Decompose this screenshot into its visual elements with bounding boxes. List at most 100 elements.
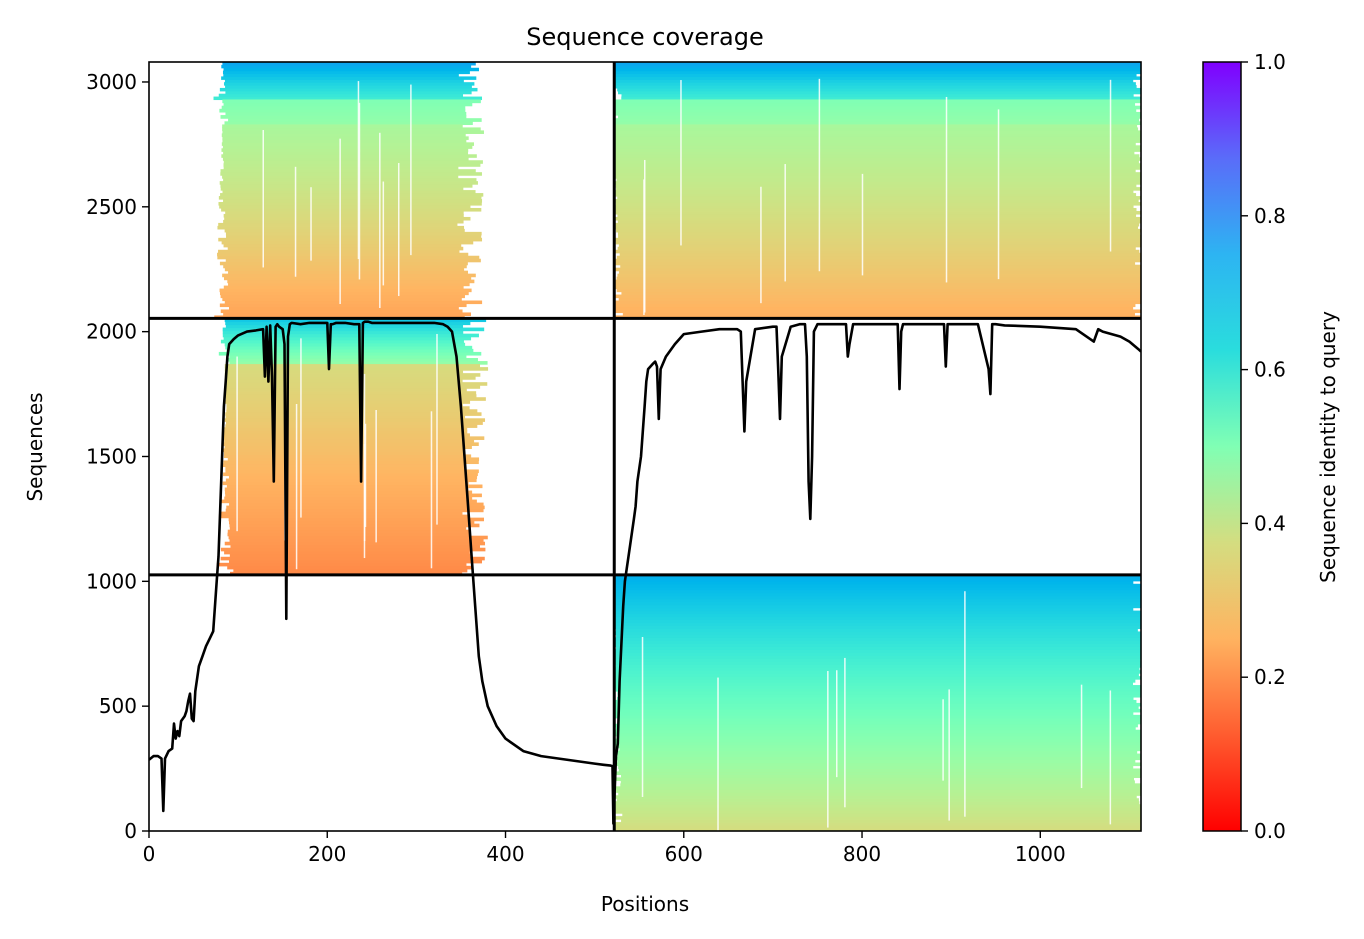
msa-gap-column — [1080, 684, 1083, 789]
msa-strip — [225, 508, 484, 513]
msa-strip — [614, 139, 1141, 143]
msa-strip — [224, 216, 471, 221]
x-tick-label: 400 — [486, 842, 524, 866]
msa-strip — [614, 181, 1141, 185]
msa-strip — [614, 616, 1141, 621]
msa-strip — [617, 231, 1141, 236]
msa-strip — [224, 379, 463, 383]
msa-strip — [615, 240, 1141, 245]
msa-strip — [622, 312, 1135, 317]
msa-strip — [615, 222, 1140, 227]
msa-strip — [615, 190, 1134, 194]
msa-strip — [615, 151, 1135, 155]
msa-strip — [615, 76, 1141, 80]
msa-strip — [614, 118, 1140, 122]
msa-strip — [220, 172, 482, 176]
msa-strip — [218, 202, 482, 206]
msa-strip — [224, 364, 481, 368]
msa-strip — [223, 451, 466, 456]
msa-gap-column — [339, 138, 341, 305]
msa-strip — [615, 628, 1138, 633]
msa-strip — [233, 568, 468, 573]
msa-strip — [614, 148, 1141, 152]
msa-gap-column — [942, 699, 944, 781]
msa-gap-column — [945, 96, 948, 283]
msa-strip — [221, 154, 477, 158]
msa-strip — [224, 318, 487, 323]
msa-block-chain-1-paired — [213, 62, 484, 320]
msa-strip — [614, 294, 1141, 299]
msa-strip — [614, 619, 1141, 624]
colorbar-tick-label: 0.0 — [1254, 819, 1286, 843]
msa-strip — [219, 108, 466, 113]
msa-strip — [228, 475, 478, 480]
msa-strip — [621, 96, 1141, 101]
msa-strip — [218, 196, 482, 200]
msa-strip — [224, 367, 489, 371]
msa-strip — [224, 487, 469, 492]
msa-gap-column — [397, 163, 400, 297]
msa-strip — [614, 598, 1141, 603]
msa-strip — [225, 415, 466, 419]
msa-strip — [222, 139, 467, 143]
msa-strip — [616, 255, 1141, 260]
msa-strip — [614, 216, 1141, 221]
msa-strip — [614, 711, 1134, 716]
msa-strip — [618, 243, 1141, 248]
msa-strip — [230, 544, 480, 549]
msa-strip — [225, 111, 467, 116]
msa-strip — [614, 127, 1139, 131]
msa-gap-column — [818, 78, 821, 272]
msa-strip — [618, 234, 1141, 239]
msa-strip — [223, 460, 479, 465]
msa-strip — [614, 625, 1141, 630]
msa-strip — [221, 133, 466, 137]
msa-strip — [219, 181, 478, 185]
msa-strip — [616, 735, 1141, 740]
x-tick-label: 600 — [665, 842, 703, 866]
msa-strip — [221, 207, 482, 212]
msa-strip — [616, 187, 1141, 191]
msa-strip — [224, 490, 473, 495]
y-tick-label: 1000 — [86, 569, 137, 593]
msa-strip — [614, 771, 1141, 776]
msa-block-chain-2-paired — [614, 62, 1141, 320]
msa-strip — [614, 762, 1141, 767]
msa-strip — [220, 547, 486, 552]
msa-strip — [614, 679, 1136, 683]
msa-strip — [224, 445, 472, 449]
msa-strip — [614, 828, 1141, 831]
msa-gap-column — [861, 173, 864, 276]
msa-strip — [614, 816, 1141, 820]
msa-strip — [614, 580, 1134, 585]
msa-strip — [614, 577, 1141, 582]
msa-strip — [223, 102, 473, 107]
msa-strip — [228, 517, 485, 522]
msa-strip — [617, 219, 1141, 224]
msa-strip — [223, 454, 472, 459]
msa-strip — [620, 780, 1135, 784]
msa-strip — [614, 124, 1138, 129]
msa-strip — [223, 219, 464, 224]
y-tick-label: 3000 — [86, 70, 137, 94]
msa-strip — [223, 73, 459, 78]
msa-strip — [621, 93, 1134, 98]
msa-gap-column — [784, 164, 786, 282]
msa-strip — [222, 124, 463, 129]
msa-strip — [227, 529, 471, 534]
msa-strip — [219, 288, 472, 293]
colorbar-tick-label: 1.0 — [1254, 50, 1286, 74]
msa-gap-column — [410, 84, 412, 256]
msa-strip — [617, 213, 1137, 218]
msa-strip — [226, 348, 474, 353]
msa-strip — [228, 306, 459, 311]
msa-strip — [614, 738, 1141, 743]
msa-strip — [222, 157, 469, 161]
msa-strip — [617, 753, 1141, 758]
colorbar-tick-label: 0.8 — [1254, 204, 1286, 228]
msa-strip — [222, 190, 476, 194]
msa-strip — [614, 583, 1141, 588]
msa-strip — [614, 673, 1139, 677]
y-tick-label: 500 — [99, 694, 137, 718]
x-axis: 0 200 400 600 800 1000 — [143, 831, 1066, 866]
